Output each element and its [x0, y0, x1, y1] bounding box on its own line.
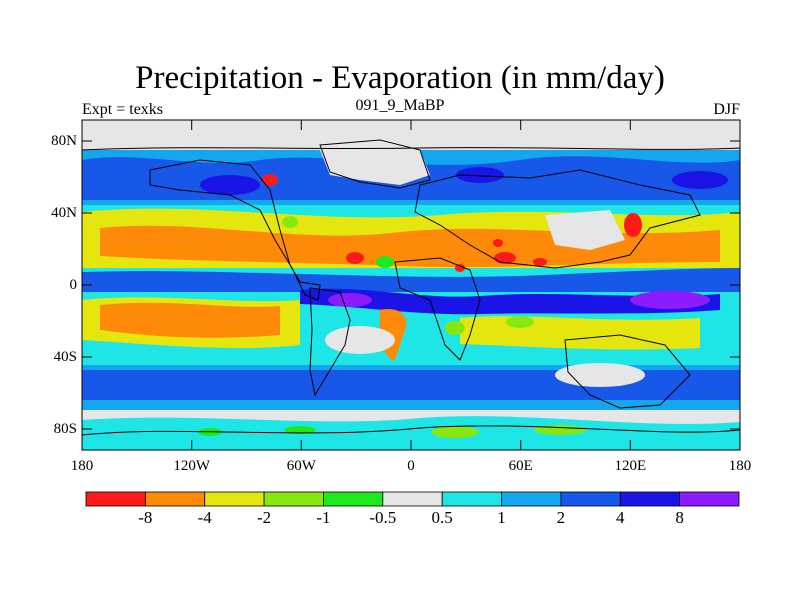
lon-label-0: 0 [407, 458, 415, 474]
australia-dry [555, 363, 645, 387]
south-pacific-orange [100, 302, 280, 338]
colorbar-swatch [85, 491, 146, 507]
antarctic-coast-band [82, 416, 740, 450]
colorbar-label: 0.5 [431, 508, 453, 527]
peak-4 [533, 258, 547, 266]
australia-antarctica-outline [564, 334, 691, 409]
lon-label-180w: 180 [70, 458, 94, 474]
lon-label-60w: 60W [286, 458, 316, 474]
colorbar-label: 1 [497, 508, 506, 527]
lat-label-0: 0 [69, 277, 78, 293]
antarctica-coast-outline [81, 425, 741, 436]
precip-field [82, 120, 740, 450]
colorbar-label: 4 [616, 508, 625, 527]
africa-outline [394, 257, 481, 361]
season-label: DJF [713, 101, 740, 118]
blue-pocket-2 [456, 167, 504, 183]
colorbar-swatch [382, 491, 443, 507]
green-1 [282, 216, 298, 228]
peak-1 [346, 252, 364, 264]
colorbar-label: 2 [556, 508, 566, 527]
blue-pocket-1 [200, 175, 260, 195]
peak-6 [455, 264, 465, 272]
colorbar-label: 8 [675, 508, 684, 527]
greenland-outline [319, 139, 431, 189]
itcz-band [82, 268, 740, 292]
itcz-core [300, 288, 720, 315]
period-label: 091_9_MaBP [355, 97, 445, 114]
colorbar-swatch [619, 491, 681, 507]
colorbar-swatch [204, 491, 265, 507]
green-4 [506, 316, 534, 328]
greenland-dry [320, 150, 430, 185]
green-5 [431, 426, 479, 438]
south-america-dry [325, 326, 395, 354]
green-3 [445, 321, 465, 335]
lat-tick-marks [82, 140, 740, 430]
green-8 [284, 426, 316, 434]
colorbar-swatch [441, 491, 502, 507]
colorbar-swatch [144, 491, 206, 507]
lon-label-60e: 60E [508, 458, 533, 474]
colorbar-swatch [501, 491, 562, 507]
colorbar-label: -4 [197, 508, 212, 527]
colorbar-swatch [323, 491, 384, 507]
maritime-peak [630, 291, 710, 309]
map-title: Precipitation - Evaporation (in mm/day) [135, 60, 665, 96]
north-america-outline [149, 159, 321, 301]
central-asia-dry [545, 210, 625, 250]
land-outlines [81, 139, 741, 436]
colorbar-label: -8 [138, 508, 153, 527]
eurasia-outline [414, 169, 701, 269]
lon-label-180e: 180 [728, 458, 752, 474]
colorbar-swatch [560, 491, 621, 507]
lat-label-40n: 40N [51, 205, 77, 221]
lat-label-40s: 40S [53, 349, 77, 365]
blue-pocket-3 [672, 171, 728, 189]
colorbar [85, 491, 740, 507]
green-2 [376, 256, 394, 268]
peak-5 [624, 213, 642, 237]
colorbar-label: -2 [256, 508, 272, 527]
peak-7 [262, 174, 278, 186]
colorbar-label: -1 [316, 508, 331, 527]
peak-2 [494, 252, 516, 264]
colorbar-swatch [679, 491, 740, 507]
colorbar-label: -0.5 [369, 508, 397, 527]
colorbar-swatch [263, 491, 324, 507]
south-america-outline [309, 287, 351, 397]
lat-label-80n: 80N [51, 133, 77, 149]
amazon-peak [328, 293, 372, 307]
peak-3 [493, 239, 503, 247]
experiment-label: Expt = texks [82, 101, 164, 118]
lon-label-120w: 120W [173, 458, 211, 474]
lon-label-120e: 120E [614, 458, 647, 474]
arctic-coast-outline [81, 147, 741, 151]
lon-tick-marks [81, 120, 741, 450]
lat-label-80s: 80S [53, 421, 77, 437]
